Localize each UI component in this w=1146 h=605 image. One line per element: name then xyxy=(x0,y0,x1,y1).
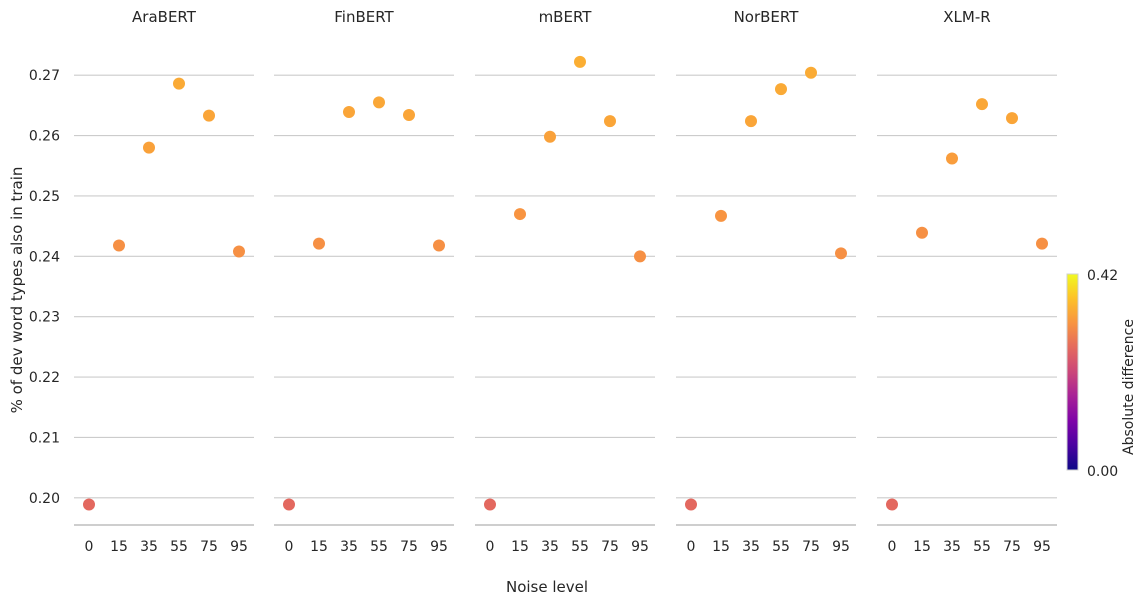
x-tick-label: 55 xyxy=(772,539,790,555)
panel-norbert: NorBERT 0 15 35 55 75 95 xyxy=(676,8,856,555)
x-tick-label: 0 xyxy=(888,539,897,555)
data-point xyxy=(805,66,817,79)
y-tick-label: 0.24 xyxy=(29,249,60,265)
x-tick-label: 0 xyxy=(486,539,495,555)
data-point xyxy=(343,106,355,119)
x-tick-label: 95 xyxy=(832,539,850,555)
x-tick-label: 75 xyxy=(1003,539,1021,555)
data-point xyxy=(1036,237,1048,250)
data-point xyxy=(233,245,245,258)
x-tick-label: 55 xyxy=(973,539,991,555)
panel-xlm-r: XLM-R 0 15 35 55 75 95 xyxy=(877,8,1057,555)
colorbar-max-label: 0.42 xyxy=(1087,268,1118,284)
x-tick-label: 75 xyxy=(200,539,218,555)
y-tick-label: 0.20 xyxy=(29,491,60,507)
data-point xyxy=(745,115,757,128)
colorbar: 0.42 0.00 Absolute difference xyxy=(1066,268,1137,480)
x-tick-label: 75 xyxy=(400,539,418,555)
x-tick-label: 95 xyxy=(230,539,248,555)
data-point xyxy=(83,498,95,511)
data-point xyxy=(403,109,415,122)
data-point xyxy=(574,55,586,68)
data-point xyxy=(634,250,646,263)
data-point xyxy=(835,247,847,260)
data-point xyxy=(775,83,787,96)
x-tick-label: 35 xyxy=(943,539,961,555)
data-point xyxy=(715,209,727,222)
data-point xyxy=(946,152,958,165)
data-point xyxy=(976,98,988,111)
x-tick-label: 95 xyxy=(631,539,649,555)
x-axis-label: Noise level xyxy=(506,578,588,596)
x-tick-label: 0 xyxy=(85,539,94,555)
panel-title: XLM-R xyxy=(943,8,990,26)
y-tick-label: 0.22 xyxy=(29,370,60,386)
data-point xyxy=(685,498,697,511)
data-point xyxy=(173,77,185,90)
data-point xyxy=(1006,112,1018,125)
panel-title: NorBERT xyxy=(734,8,800,26)
y-tick-label: 0.25 xyxy=(29,189,60,205)
data-point xyxy=(484,498,496,511)
data-point xyxy=(313,237,325,250)
data-point xyxy=(203,109,215,122)
y-axis-ticks: 0.20 0.21 0.22 0.23 0.24 0.25 0.26 0.27 xyxy=(29,68,60,507)
x-tick-label: 0 xyxy=(285,539,294,555)
y-tick-label: 0.23 xyxy=(29,310,60,326)
panel-finbert: FinBERT 0 15 35 55 75 95 xyxy=(274,8,454,555)
y-axis-label: % of dev word types also in train xyxy=(8,167,26,414)
x-tick-label: 15 xyxy=(913,539,931,555)
x-tick-label: 55 xyxy=(370,539,388,555)
x-tick-label: 95 xyxy=(1033,539,1051,555)
x-tick-label: 35 xyxy=(140,539,158,555)
colorbar-gradient xyxy=(1066,273,1079,471)
x-tick-label: 55 xyxy=(170,539,188,555)
x-tick-label: 0 xyxy=(687,539,696,555)
x-tick-label: 15 xyxy=(110,539,128,555)
data-point xyxy=(373,96,385,109)
data-point xyxy=(514,208,526,221)
data-point xyxy=(143,141,155,154)
data-point xyxy=(886,498,898,511)
x-tick-label: 95 xyxy=(430,539,448,555)
x-tick-label: 35 xyxy=(541,539,559,555)
panel-title: mBERT xyxy=(539,8,593,26)
x-tick-label: 75 xyxy=(802,539,820,555)
x-tick-label: 35 xyxy=(340,539,358,555)
x-tick-label: 15 xyxy=(712,539,730,555)
panel-arabert: AraBERT 0 15 35 55 75 95 xyxy=(74,8,254,555)
y-tick-label: 0.27 xyxy=(29,68,60,84)
panel-title: FinBERT xyxy=(334,8,394,26)
data-point xyxy=(283,498,295,511)
panel-title: AraBERT xyxy=(132,8,197,26)
x-tick-label: 75 xyxy=(601,539,619,555)
data-point xyxy=(916,226,928,239)
x-tick-label: 15 xyxy=(310,539,328,555)
data-point xyxy=(433,239,445,252)
data-point xyxy=(604,115,616,128)
y-tick-label: 0.21 xyxy=(29,430,60,446)
colorbar-label: Absolute difference xyxy=(1121,319,1137,455)
colorbar-min-label: 0.00 xyxy=(1087,464,1118,480)
x-tick-label: 35 xyxy=(742,539,760,555)
x-tick-label: 55 xyxy=(571,539,589,555)
x-tick-label: 15 xyxy=(511,539,529,555)
panel-mbert: mBERT 0 15 35 55 75 95 xyxy=(475,8,655,555)
data-point xyxy=(544,130,556,143)
data-point xyxy=(113,239,125,252)
y-tick-label: 0.26 xyxy=(29,129,60,145)
